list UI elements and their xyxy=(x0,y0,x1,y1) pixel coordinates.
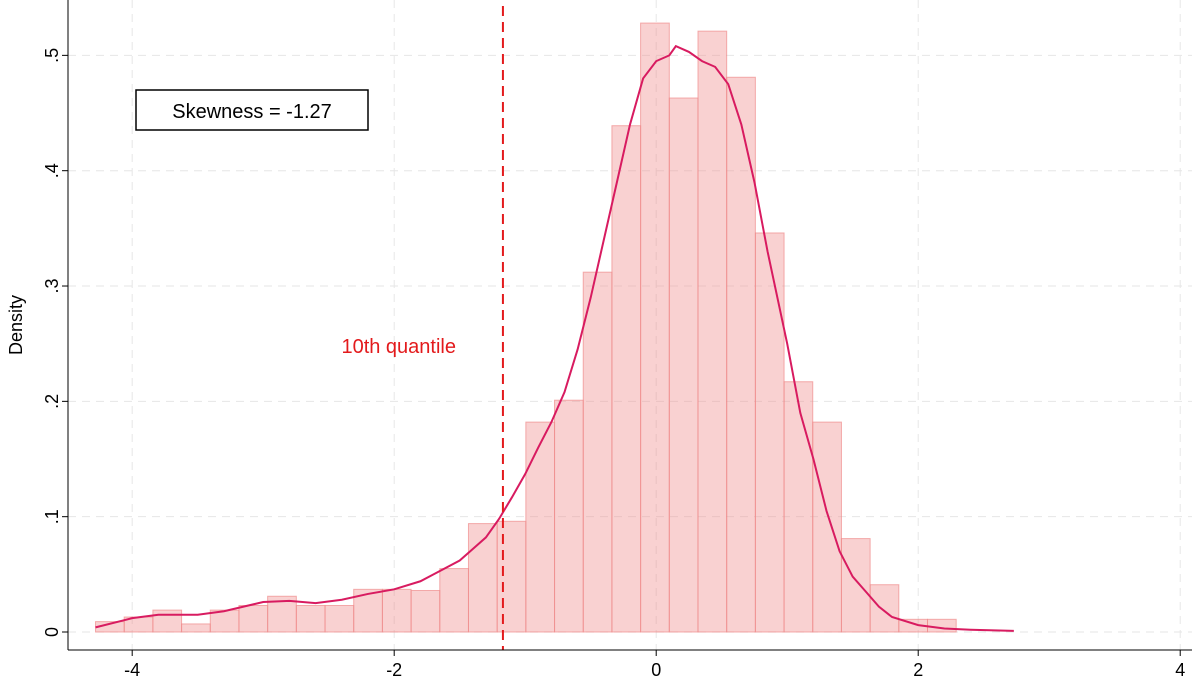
bar xyxy=(238,604,269,633)
bar xyxy=(611,125,642,633)
bar xyxy=(697,30,728,633)
x-tick-label: 2 xyxy=(913,660,923,680)
bar xyxy=(295,604,326,633)
x-tick-label: -4 xyxy=(124,660,140,680)
bar xyxy=(324,604,355,633)
y-tick-label: .4 xyxy=(42,163,62,178)
x-tick-label: 4 xyxy=(1175,660,1185,680)
bar xyxy=(840,538,871,633)
bar xyxy=(668,97,699,633)
density-line xyxy=(95,44,1014,632)
y-axis-title: Density xyxy=(6,295,26,355)
bar xyxy=(496,520,527,633)
y-tick-label: .1 xyxy=(42,509,62,524)
bar xyxy=(410,589,441,633)
bar xyxy=(754,232,785,633)
bar xyxy=(640,22,670,633)
y-tick-label: .3 xyxy=(42,279,62,294)
annotation-box xyxy=(135,89,369,131)
y-tick-label: .5 xyxy=(42,48,62,63)
bar xyxy=(439,568,469,633)
x-tick-label: 0 xyxy=(651,660,661,680)
bar xyxy=(869,584,900,633)
bar xyxy=(554,399,584,633)
bar xyxy=(152,609,183,633)
x-tick-label: -2 xyxy=(386,660,402,680)
quantile-label: 10th quantile xyxy=(341,336,456,358)
bar xyxy=(181,623,211,633)
bar xyxy=(927,618,957,633)
y-tick-label: 0 xyxy=(42,627,62,637)
bar xyxy=(783,381,814,633)
y-tick-label: .2 xyxy=(42,394,62,409)
bar xyxy=(381,588,412,633)
bar xyxy=(582,271,613,633)
bar xyxy=(525,421,556,633)
annotation: Skewness = -1.27 xyxy=(172,101,332,123)
bar xyxy=(812,421,842,633)
bar xyxy=(726,76,756,633)
